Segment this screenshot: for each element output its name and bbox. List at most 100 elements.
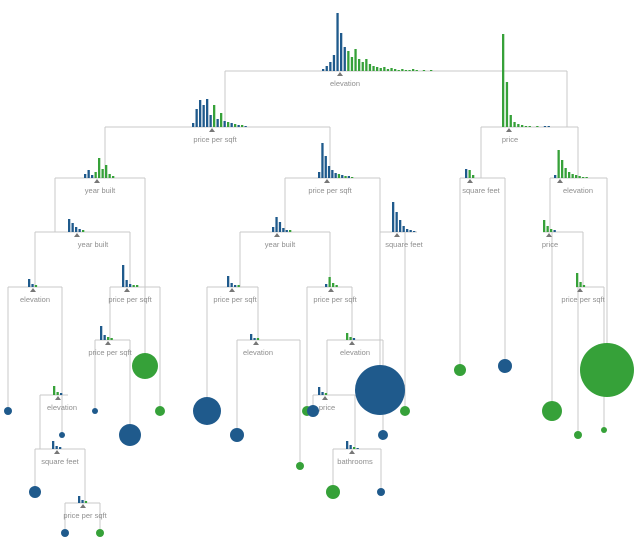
histogram-bar [129,284,132,287]
histogram-bar [349,337,352,340]
histogram-bar [244,126,247,127]
histogram-bar [230,123,233,127]
leaf-circle [59,432,65,438]
histogram-bar [401,69,404,71]
histogram-bar [341,175,344,178]
node-feature-label: price per sqft [63,511,107,520]
leaf-circle [296,462,304,470]
node-feature-label: price per sqft [313,295,357,304]
histogram-bar [354,49,357,71]
histogram-bar [272,227,275,232]
histogram-bar [275,217,278,232]
split-marker-icon [30,288,36,292]
histogram-bar [347,51,350,71]
histogram-bar [59,447,62,449]
node-feature-label: price per sqft [308,186,352,195]
split-marker-icon [229,288,235,292]
histogram-bar [289,230,292,232]
leaf-circle [601,427,607,433]
histogram-bar [350,57,354,71]
histogram-bar [351,177,354,178]
split-marker-icon [94,179,100,183]
split-marker-icon [124,288,130,292]
node-feature-label: price [502,135,518,144]
leaf-circle [454,364,466,376]
histogram-bar [253,338,256,340]
histogram-bar [78,496,81,503]
histogram-bar [55,446,58,449]
histogram-bar [321,392,324,395]
node-feature-label: square feet [385,240,423,249]
histogram-bar [561,160,564,178]
leaf-circle [378,430,388,440]
histogram-bar [335,285,338,287]
histogram-bar [340,33,343,71]
node-feature-label: price per sqft [561,295,605,304]
histogram-bar [132,285,135,287]
histogram-bar [356,448,359,449]
split-marker-icon [506,128,512,132]
leaf-circle [377,488,385,496]
node-feature-label: elevation [20,295,50,304]
histogram-bar [209,115,212,127]
histogram-bar [327,166,331,178]
split-marker-icon [324,179,330,183]
histogram-bar [344,176,347,178]
histogram-bar [278,222,282,232]
split-marker-icon [209,128,215,132]
histogram-bar [409,230,412,232]
histogram-bar [91,175,94,178]
histogram-bar [383,67,386,71]
histogram-bar [234,124,237,127]
split-marker-icon [54,450,60,454]
leaf-circle [580,343,634,397]
leaf-circle [193,397,221,425]
node-feature-label: price [319,403,335,412]
histogram-bar [343,47,346,71]
histogram-bar [576,273,579,287]
histogram-bar [546,226,549,232]
histogram-bar [402,226,405,232]
histogram-bar [195,109,198,127]
histogram-bar [365,59,368,71]
histogram-bar [582,177,585,178]
histogram-bar [571,174,574,178]
node-feature-label: price per sqft [193,135,237,144]
histogram-bar [324,156,327,178]
histogram-bar [395,212,398,232]
split-marker-icon [105,341,111,345]
histogram-bar [202,105,205,127]
histogram-bar [321,143,324,178]
histogram-bar [107,337,110,340]
histogram-bar [105,165,108,178]
histogram-bar [412,69,415,71]
histogram-bar [329,62,332,71]
histogram-bar [230,283,233,287]
histogram-bar [81,500,84,503]
histogram-bar [361,62,364,71]
histogram-bar [399,220,402,232]
histogram-bar [71,223,74,232]
histogram-bar [101,169,104,178]
histogram-bar [192,123,195,127]
histogram-bar [372,66,375,71]
histogram-bar [505,82,509,127]
split-marker-icon [322,396,328,400]
split-marker-icon [349,341,355,345]
leaf-circle [155,406,165,416]
split-marker-icon [253,341,259,345]
histogram-bar [282,228,285,232]
histogram-bar [465,169,468,178]
split-marker-icon [349,450,355,454]
histogram-bar [557,150,560,178]
histogram-bar [325,66,328,71]
histogram-bar [553,230,556,232]
histogram-bar [521,125,524,127]
histogram-bar [84,174,87,178]
histogram-bar [34,285,38,287]
histogram-bar [550,229,553,232]
histogram-bar [82,230,85,232]
histogram-bar [78,229,81,232]
